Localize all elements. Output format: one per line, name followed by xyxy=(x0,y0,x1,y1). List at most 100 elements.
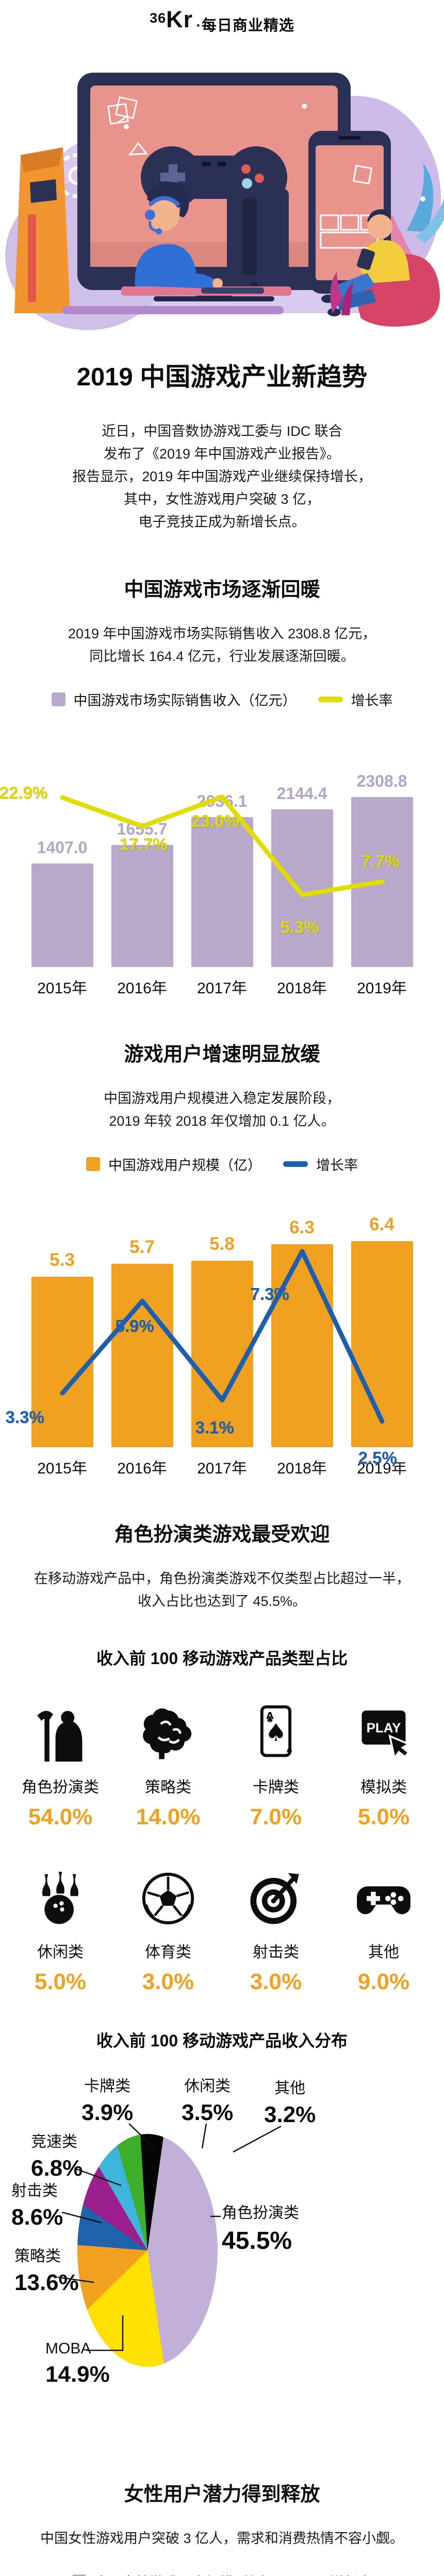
pie-label-7: 休闲类 3.5% xyxy=(182,2078,234,2125)
roleplay-icon xyxy=(7,1698,114,1764)
growth-rate-label: 3.1% xyxy=(195,1417,234,1437)
chart-column-2018年: 6.3 2018年 xyxy=(271,1190,333,1478)
x-axis-label: 2019年 xyxy=(357,1460,407,1477)
chart-column-2019年: 6.4 2019年 xyxy=(351,1190,413,1478)
category-percent: 5.0% xyxy=(357,1804,410,1829)
x-axis-label: 2017年 xyxy=(197,1460,247,1477)
pie-label-8: 其他 3.2% xyxy=(264,2080,316,2127)
simulation-icon: PLAY xyxy=(330,1698,438,1764)
growth-rate-label: 3.3% xyxy=(5,1408,44,1427)
pie-label-1: 角色扮演类 45.5% xyxy=(222,2205,299,2255)
x-axis-label: 2016年 xyxy=(117,1460,167,1477)
sports-icon xyxy=(114,1863,222,1929)
legend-line-label: 增长率 xyxy=(316,1158,358,1173)
legend-women: 中国女性游戏用户规模（亿） 增长率 xyxy=(0,2571,444,2576)
legend-bar-label: 中国女性游戏用户规模（亿） xyxy=(94,2571,275,2576)
chart-market-revenue: 1407.0 2015年 22.9% 1655.7 2016年 17.7% 2036.1 20… xyxy=(0,725,413,998)
growth-rate-label: 7.7% xyxy=(361,852,400,871)
bar-value-label: 6.4 xyxy=(369,1214,394,1234)
growth-rate-label: 5.3% xyxy=(280,918,319,937)
pie-chart xyxy=(77,2134,218,2367)
x-axis-label: 2018年 xyxy=(277,1460,327,1477)
logo-suffix: ·每日商业精选 xyxy=(196,18,294,34)
section-heading-women: 女性用户潜力得到释放 xyxy=(124,2484,320,2505)
line-swatch-icon xyxy=(283,1161,308,1167)
line-swatch-icon xyxy=(318,697,343,702)
svg-text:♠: ♠ xyxy=(265,1719,287,1747)
section-body-women: 中国女性游戏用户突破 3 亿人，需求和消费热情不容小觑。 xyxy=(40,2531,404,2546)
genre-pictogram-grid: 角色扮演类 54.0% 策略类 14.0% A ♠ ♠ ♠ 卡牌类 7.0% PLAY 模拟类 5.0%… xyxy=(7,1698,438,1995)
category-percent: 5.0% xyxy=(34,1969,87,1994)
pie-label-5: 竞速类 6.8% xyxy=(31,2133,83,2181)
x-axis-label: 2018年 xyxy=(277,980,327,997)
category-gamepad: 其他 9.0% xyxy=(330,1863,438,1995)
bar-market-2019年 xyxy=(351,797,413,967)
growth-rate-label: 22.9% xyxy=(0,783,48,803)
bar-swatch-icon xyxy=(51,692,65,706)
x-axis-label: 2017年 xyxy=(197,980,247,997)
category-label: 模拟类 xyxy=(360,1779,407,1796)
section-body-genres: 在移动游戏产品中，角色扮演类游戏不仅类型占比超过一半， 收入占比也达到了 45.… xyxy=(34,1571,410,1609)
section-body-users: 中国游戏用户规模进入稳定发展阶段， 2019 年较 2018 年仅增加 0.1 … xyxy=(104,1091,340,1129)
category-percent: 7.0% xyxy=(250,1804,302,1829)
legend-bar-label: 中国游戏用户规模（亿） xyxy=(108,1158,261,1173)
bar-users-2018年 xyxy=(271,1244,333,1447)
pie-label-2: MOBA 14.9% xyxy=(45,2340,110,2387)
page-title: 2019 中国游戏产业新趋势 xyxy=(76,363,368,391)
section-heading-users: 游戏用户增速明显放缓 xyxy=(124,1044,320,1065)
subtitle-genre-revenue: 收入前 100 移动游戏产品收入分布 xyxy=(96,2031,348,2050)
category-label: 卡牌类 xyxy=(253,1779,299,1796)
chart-column-2017年: 2036.1 2017年 xyxy=(191,725,253,998)
shooter-icon xyxy=(222,1863,330,1929)
chart-column-2018年: 2144.4 2018年 xyxy=(271,725,333,998)
pie-label-3: 策略类 13.6% xyxy=(14,2248,79,2295)
genre-revenue-pie: 角色扮演类 45.5% MOBA 14.9% 策略类 13.6% 射击类 8.6% 竞速类 6.8… xyxy=(0,2062,444,2438)
bar-users-2016年 xyxy=(111,1263,173,1447)
casual-icon xyxy=(7,1863,114,1929)
logo-36kr: 36 Kr ·每日商业精选 xyxy=(150,6,294,35)
growth-rate-label: 5.9% xyxy=(115,1316,154,1336)
legend-line-label: 增长率 xyxy=(330,2571,372,2576)
bar-market-2015年 xyxy=(31,863,93,967)
growth-rate-label: 17.7% xyxy=(119,834,168,854)
bar-value-label: 1407.0 xyxy=(37,838,88,857)
category-label: 其他 xyxy=(368,1944,399,1961)
svg-text:♠: ♠ xyxy=(286,1745,293,1755)
category-strategy: 策略类 14.0% xyxy=(114,1698,222,1830)
category-card: A ♠ ♠ ♠ 卡牌类 7.0% xyxy=(222,1698,330,1830)
x-axis-label: 2019年 xyxy=(357,980,407,997)
bar-users-2019年 xyxy=(351,1241,413,1447)
svg-text:PLAY: PLAY xyxy=(367,1720,401,1736)
gaming-scene-illustration xyxy=(5,73,444,330)
category-percent: 3.0% xyxy=(250,1969,302,1994)
card-icon: A ♠ ♠ ♠ xyxy=(222,1698,330,1764)
hero-illustration xyxy=(0,44,444,333)
section-body-market: 2019 年中国游戏市场实际销售收入 2308.8 亿元， 同比增长 164.4… xyxy=(68,626,376,664)
bar-value-label: 6.3 xyxy=(289,1217,315,1238)
bar-market-2016年 xyxy=(111,845,173,967)
logo-kr: Kr xyxy=(166,6,193,32)
pie-label-4: 射击类 8.6% xyxy=(11,2182,63,2230)
x-axis-label: 2016年 xyxy=(117,980,167,997)
legend-market: 中国游戏市场实际销售收入（亿元） 增长率 xyxy=(0,689,444,709)
category-casual: 休闲类 5.0% xyxy=(7,1863,114,1995)
category-label: 射击类 xyxy=(253,1944,299,1961)
bar-value-label: 2308.8 xyxy=(356,772,407,790)
gamer-at-desk xyxy=(62,181,291,314)
intro-paragraph: 近日，中国音数协游戏工委与 IDC 联合 发布了《2019 年中国游戏产业报告》… xyxy=(72,423,372,530)
category-percent: 9.0% xyxy=(357,1969,410,1994)
chart-column-2015年: 5.3 2015年 xyxy=(31,1190,93,1478)
growth-rate-label: 2.5% xyxy=(358,1448,397,1467)
legend-users: 中国游戏用户规模（亿） 增长率 xyxy=(0,1154,444,1174)
legend-bar-label: 中国游戏市场实际销售收入（亿元） xyxy=(73,693,297,708)
svg-text:♠: ♠ xyxy=(266,1715,274,1725)
bar-swatch-icon xyxy=(86,1157,100,1171)
subtitle-genre-count: 收入前 100 移动游戏产品类型占比 xyxy=(96,1649,348,1668)
category-label: 角色扮演类 xyxy=(22,1779,99,1796)
x-axis-label: 2015年 xyxy=(37,980,87,997)
category-percent: 14.0% xyxy=(136,1804,201,1829)
category-label: 休闲类 xyxy=(37,1944,84,1961)
logo-36: 36 xyxy=(150,10,167,26)
header: 36 Kr ·每日商业精选 xyxy=(0,0,444,44)
